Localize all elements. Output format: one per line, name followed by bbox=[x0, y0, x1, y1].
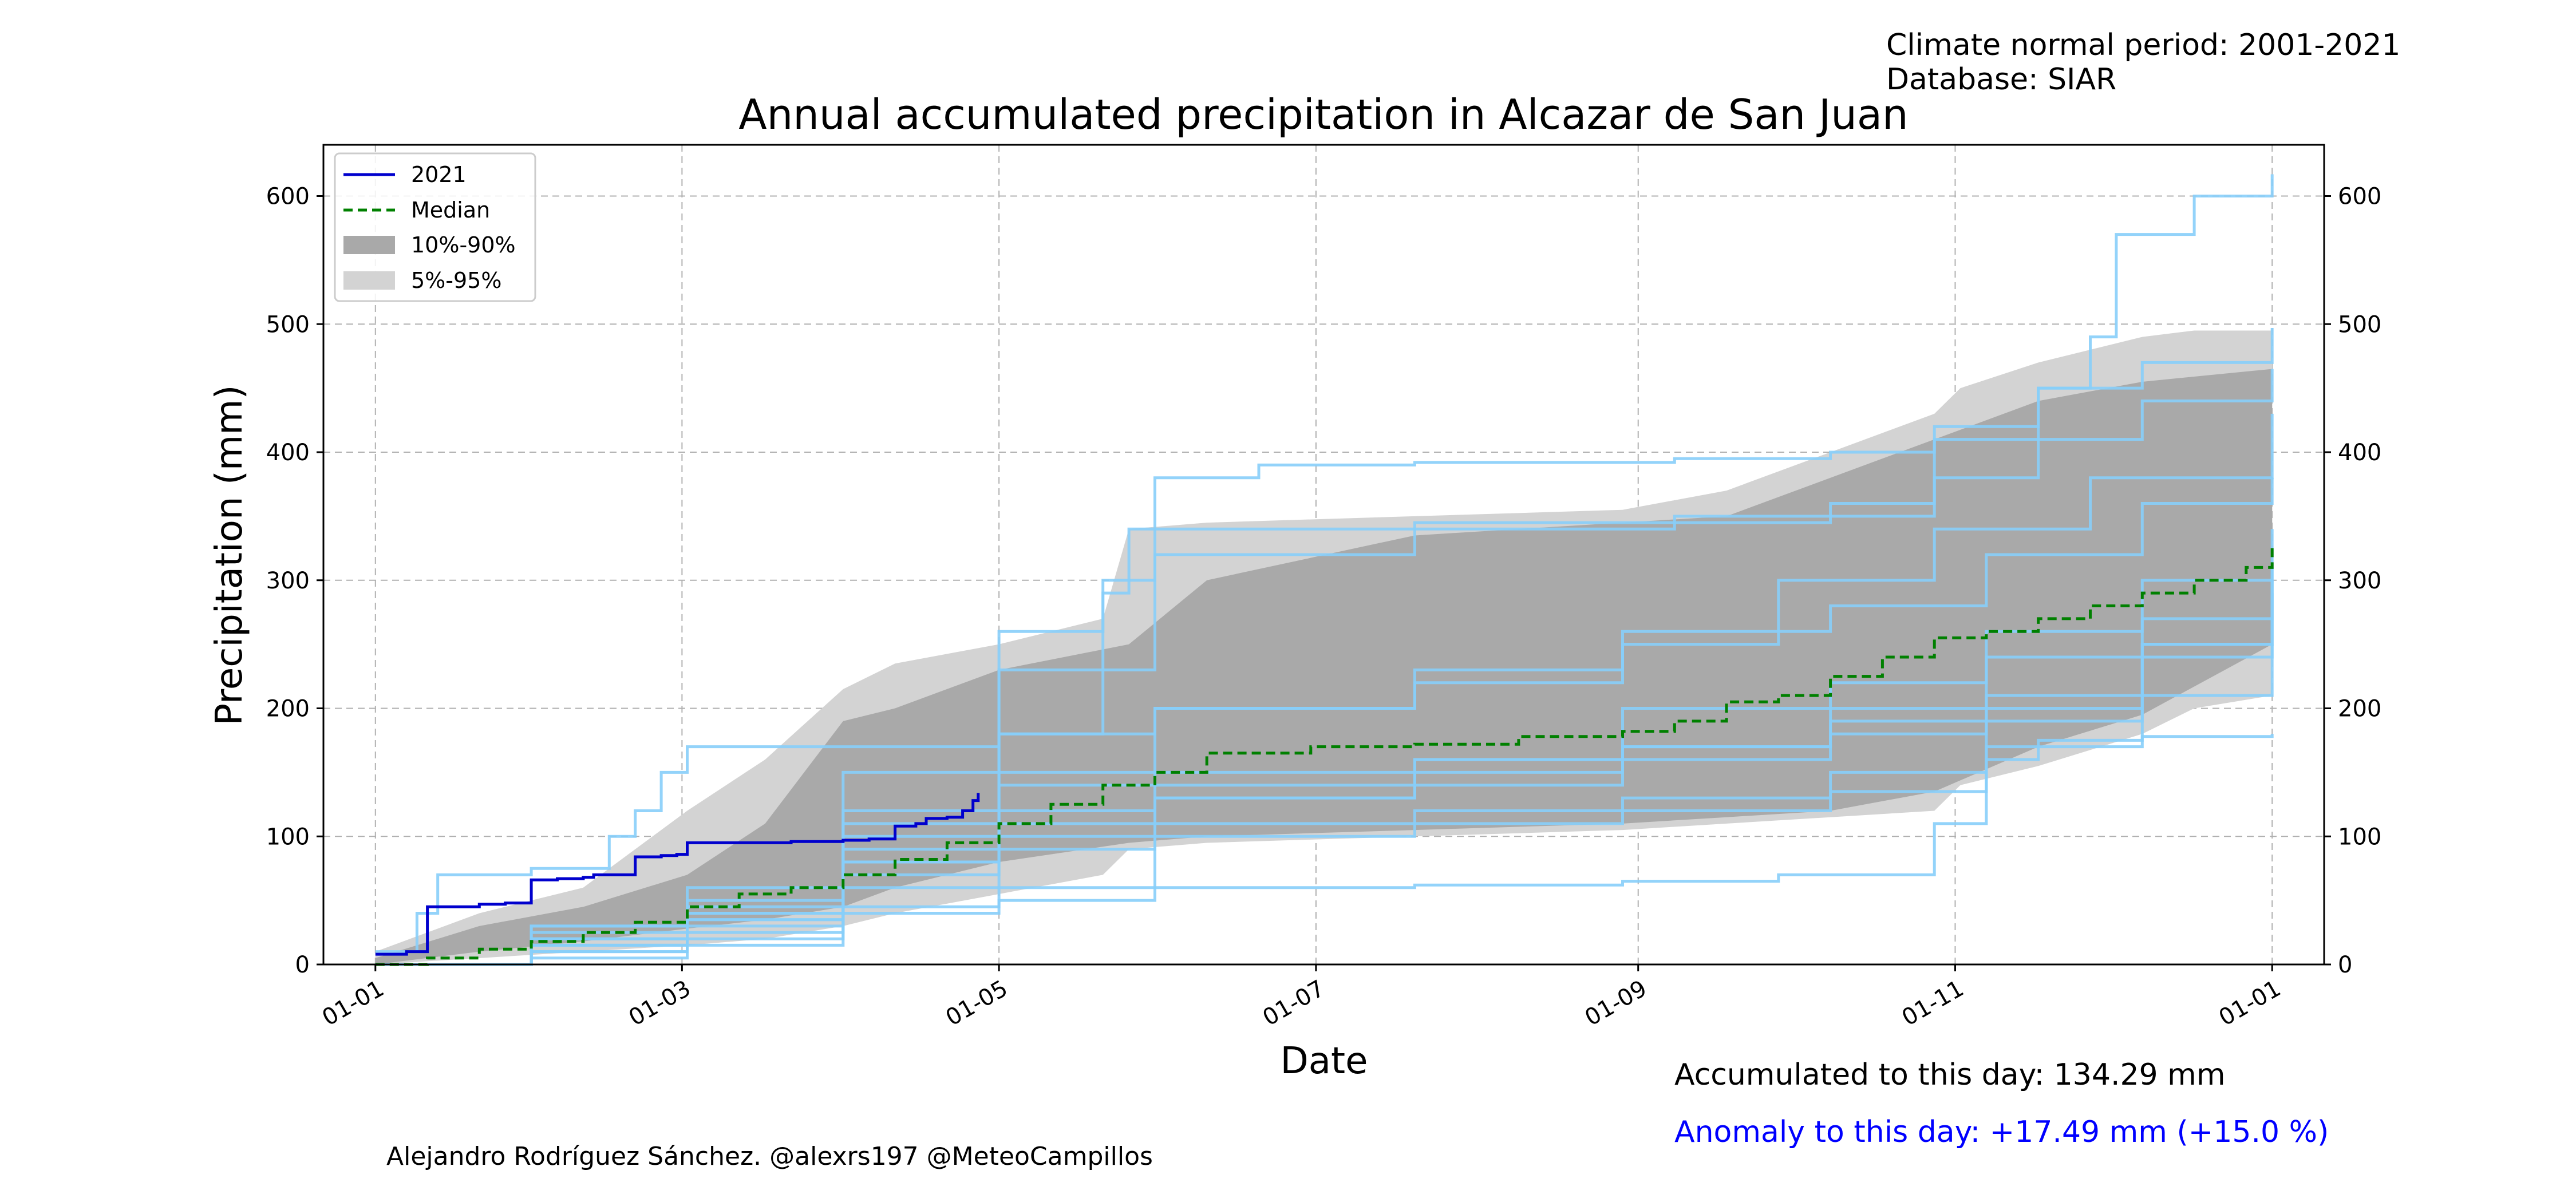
author-credit: Alejandro Rodríguez Sánchez. @alexrs197 … bbox=[386, 1142, 1153, 1171]
y-tick-label-right-4: 400 bbox=[2338, 440, 2381, 466]
normal-period-note: Climate normal period: 2001-2021 bbox=[1886, 28, 2401, 62]
y-tick-label-right-0: 0 bbox=[2338, 952, 2352, 978]
x-tick-label-0: 01-01 bbox=[318, 975, 389, 1031]
y-axis-title: Precipitation (mm) bbox=[208, 385, 251, 726]
legend-label-2021: 2021 bbox=[411, 162, 467, 187]
y-tick-label-right-2: 200 bbox=[2338, 696, 2381, 722]
band-10-90 bbox=[375, 369, 2273, 964]
x-tick-label-4: 01-09 bbox=[1581, 975, 1652, 1031]
historical-year-line-2 bbox=[375, 369, 2274, 966]
y-tick-label-right-1: 100 bbox=[2338, 824, 2381, 850]
x-axis-title: Date bbox=[1281, 1040, 1368, 1082]
y-tick-label-left-0: 0 bbox=[295, 952, 310, 978]
legend: 2021 Median 10%-90% 5%-95% bbox=[334, 152, 536, 302]
line-2021 bbox=[375, 793, 980, 956]
legend-box bbox=[334, 152, 536, 302]
percentile-bands bbox=[375, 330, 2273, 964]
plot-frame bbox=[322, 144, 2325, 966]
y-tick-label-left-2: 200 bbox=[266, 696, 310, 722]
legend-swatch-10-90 bbox=[343, 236, 395, 254]
x-tick-label-3: 01-07 bbox=[1258, 975, 1329, 1031]
x-tick-label-1: 01-03 bbox=[625, 975, 696, 1031]
legend-label-5-95: 5%-95% bbox=[411, 268, 501, 293]
x-tick-label-5: 01-11 bbox=[1898, 975, 1969, 1031]
x-tick-label-2: 01-05 bbox=[941, 975, 1012, 1031]
chart-title: Annual accumulated precipitation in Alca… bbox=[738, 90, 1908, 139]
y-tick-label-right-6: 600 bbox=[2338, 184, 2381, 210]
median-line bbox=[375, 548, 2274, 966]
y-tick-label-left-5: 500 bbox=[266, 311, 310, 338]
legend-label-10-90: 10%-90% bbox=[411, 232, 516, 258]
accumulated-note: Accumulated to this day: 134.29 mm bbox=[1674, 1058, 2225, 1092]
y-tick-label-left-3: 300 bbox=[266, 568, 310, 594]
y-tick-label-left-1: 100 bbox=[266, 824, 310, 850]
legend-swatch-5-95 bbox=[343, 271, 395, 290]
historical-year-line-11 bbox=[375, 567, 2274, 966]
y-tick-label-left-4: 400 bbox=[266, 440, 310, 466]
y-tick-label-right-5: 500 bbox=[2338, 311, 2381, 338]
historical-year-line-8 bbox=[375, 734, 2274, 966]
historical-year-line-0 bbox=[375, 174, 2274, 954]
x-tick-label-6: 01-01 bbox=[2215, 975, 2286, 1031]
y-tick-label-left-6: 600 bbox=[266, 184, 310, 210]
anomaly-note: Anomaly to this day: +17.49 mm (+15.0 %) bbox=[1674, 1115, 2329, 1149]
main-series bbox=[375, 548, 2274, 966]
y-tick-label-right-3: 300 bbox=[2338, 568, 2381, 594]
database-note: Database: SIAR bbox=[1886, 62, 2116, 97]
legend-label-median: Median bbox=[411, 197, 490, 223]
